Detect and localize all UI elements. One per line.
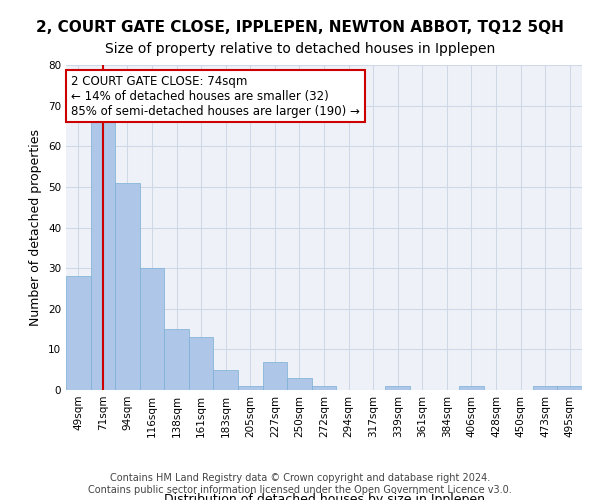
Y-axis label: Number of detached properties: Number of detached properties [29, 129, 43, 326]
Bar [140, 268, 164, 390]
Text: 2 COURT GATE CLOSE: 74sqm
← 14% of detached houses are smaller (32)
85% of semi-: 2 COURT GATE CLOSE: 74sqm ← 14% of detac… [71, 74, 360, 118]
Bar [533, 386, 557, 390]
Bar [263, 362, 287, 390]
Bar [189, 337, 214, 390]
Bar [385, 386, 410, 390]
Text: Contains HM Land Registry data © Crown copyright and database right 2024.
Contai: Contains HM Land Registry data © Crown c… [88, 474, 512, 495]
Bar [312, 386, 336, 390]
Bar [459, 386, 484, 390]
Bar [115, 183, 140, 390]
X-axis label: Distribution of detached houses by size in Ipplepen: Distribution of detached houses by size … [163, 492, 485, 500]
Bar [91, 114, 115, 390]
Bar [287, 378, 312, 390]
Bar [214, 370, 238, 390]
Bar [557, 386, 582, 390]
Text: Size of property relative to detached houses in Ipplepen: Size of property relative to detached ho… [105, 42, 495, 56]
Text: 2, COURT GATE CLOSE, IPPLEPEN, NEWTON ABBOT, TQ12 5QH: 2, COURT GATE CLOSE, IPPLEPEN, NEWTON AB… [36, 20, 564, 35]
Bar [66, 276, 91, 390]
Bar [238, 386, 263, 390]
Bar [164, 329, 189, 390]
